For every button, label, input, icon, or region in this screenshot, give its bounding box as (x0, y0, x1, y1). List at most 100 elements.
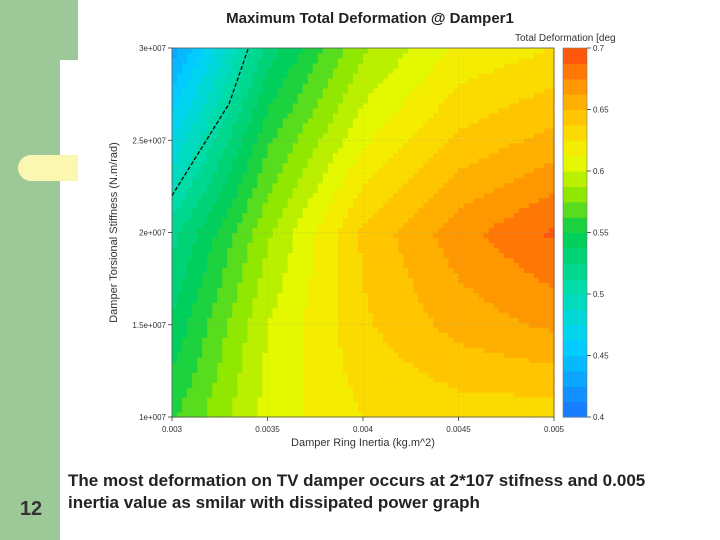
contour-cell (212, 57, 218, 64)
contour-cell (493, 167, 500, 174)
contour-cell (282, 162, 289, 169)
contour-cell (403, 312, 409, 318)
contour-cell (327, 407, 334, 413)
contour-cell (192, 107, 198, 114)
contour-cell (428, 267, 434, 273)
contour-cell (463, 107, 470, 114)
contour-cell (403, 302, 409, 308)
contour-cell (453, 187, 460, 194)
contour-cell (368, 147, 374, 154)
contour-cell (398, 117, 404, 124)
contour-cell (207, 272, 213, 278)
contour-cell (483, 192, 490, 199)
contour-cell (403, 357, 409, 363)
contour-cell (212, 172, 218, 179)
contour-cell (478, 147, 485, 154)
contour-cell (438, 207, 445, 214)
contour-cell (418, 142, 424, 149)
contour-cell (448, 157, 455, 164)
contour-cell (357, 317, 364, 323)
contour-cell (212, 382, 218, 388)
contour-cell (272, 137, 279, 144)
contour-cell (192, 347, 198, 353)
contour-cell (403, 57, 409, 64)
contour-cell (187, 347, 193, 353)
contour-cell (403, 352, 409, 358)
contour-cell (307, 277, 314, 283)
contour-cell (398, 162, 404, 169)
contour-cell (327, 57, 334, 64)
contour-cell (327, 377, 334, 383)
contour-cell (187, 212, 193, 219)
contour-cell (207, 312, 213, 318)
contour-cell (272, 72, 279, 79)
contour-cell (473, 222, 480, 229)
contour-cell (182, 48, 188, 54)
contour-cell (267, 242, 274, 249)
contour-cell (322, 397, 329, 403)
contour-cell (423, 397, 429, 403)
contour-cell (317, 237, 324, 244)
contour-cell (468, 407, 475, 413)
contour-cell (403, 72, 409, 79)
contour-cell (438, 292, 445, 298)
contour-cell (332, 352, 339, 358)
contour-cell (297, 77, 304, 84)
contour-cell (433, 48, 439, 54)
contour-cell (277, 157, 284, 164)
contour-cell (242, 127, 248, 134)
contour-cell (488, 387, 495, 393)
contour-cell (423, 292, 429, 298)
contour-cell (177, 222, 183, 229)
contour-cell (448, 207, 455, 214)
contour-cell (342, 397, 349, 403)
contour-cell (207, 62, 213, 69)
contour-cell (363, 282, 369, 288)
contour-cell (182, 407, 188, 413)
contour-cell (403, 177, 409, 184)
contour-cell (332, 267, 339, 273)
contour-cell (463, 412, 470, 418)
contour-cell (383, 48, 389, 54)
contour-cell (383, 332, 389, 338)
contour-cell (393, 202, 399, 209)
contour-cell (182, 112, 188, 119)
contour-cell (463, 357, 470, 363)
contour-cell (448, 277, 455, 283)
contour-cell (317, 217, 324, 224)
contour-cell (403, 237, 409, 244)
contour-cell (177, 207, 183, 214)
contour-cell (403, 137, 409, 144)
contour-cell (428, 247, 434, 254)
contour-cell (388, 287, 394, 293)
contour-cell (312, 57, 319, 64)
contour-cell (282, 252, 289, 259)
contour-cell (363, 107, 369, 114)
contour-cell (332, 312, 339, 318)
contour-cell (187, 302, 193, 308)
contour-cell (498, 52, 505, 59)
contour-cell (182, 182, 188, 189)
contour-cell (232, 397, 238, 403)
contour-cell (337, 207, 344, 214)
contour-cell (413, 187, 419, 194)
contour-cell (302, 412, 309, 418)
contour-cell (232, 387, 238, 393)
contour-cell (312, 262, 319, 269)
contour-cell (297, 132, 304, 139)
contour-cell (438, 317, 445, 323)
contour-cell (327, 232, 334, 239)
contour-cell (252, 252, 259, 259)
contour-cell (182, 162, 188, 169)
contour-cell (403, 92, 409, 99)
contour-cell (277, 132, 284, 139)
contour-cell (458, 262, 465, 269)
contour-cell (383, 67, 389, 74)
contour-cell (478, 252, 485, 259)
contour-cell (342, 232, 349, 239)
contour-cell (483, 142, 490, 149)
contour-cell (197, 177, 203, 184)
contour-cell (302, 102, 309, 109)
contour-cell (242, 362, 248, 368)
contour-cell (227, 202, 233, 209)
